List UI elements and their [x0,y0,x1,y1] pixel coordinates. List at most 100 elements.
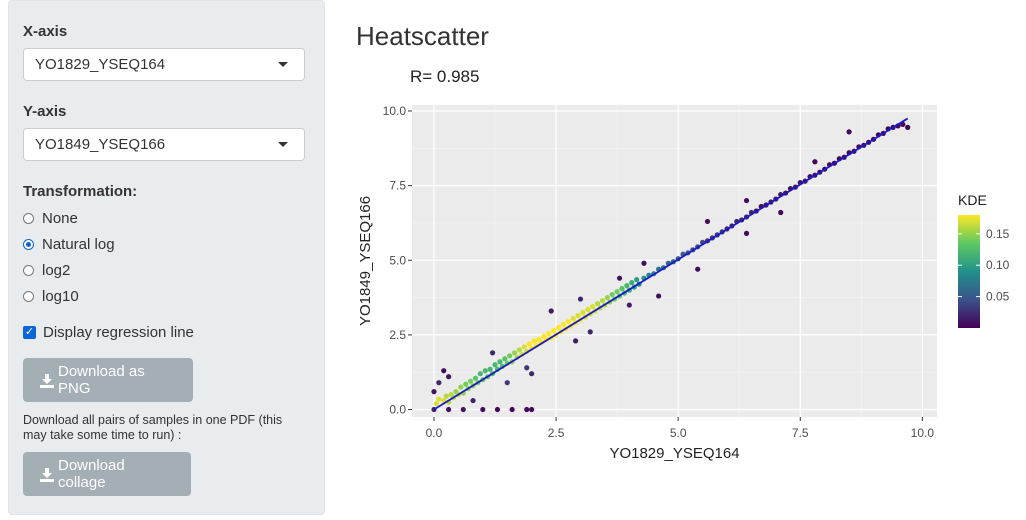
legend-colorbar [958,215,980,328]
scatter-point [494,406,501,413]
radio-option-none[interactable]: None [23,208,78,228]
y-tick-label: 2.5 [389,328,406,342]
scatter-point [529,371,535,377]
scatter-point [480,406,486,413]
scatter-point [846,129,852,135]
correlation-annotation: R= 0.985 [410,67,479,86]
chevron-down-icon [278,142,288,147]
scatter-point [580,309,586,316]
scatter-point [609,291,615,298]
scatter-point [590,303,596,310]
regression-line-label: Display regression line [43,323,194,341]
x-axis-title: YO1829_YSEQ164 [609,445,739,462]
legend-tick-label: 0.05 [986,290,1010,304]
transformation-label: Transformation: [23,183,138,200]
scatter-point [509,406,515,413]
y-axis-select[interactable]: YO1849_YSEQ166 [23,128,305,161]
scatter-point [504,380,510,386]
x-axis-select-value: YO1829_YSEQ164 [35,56,166,73]
scatter-point [616,275,623,281]
y-axis-label: Y-axis [23,103,67,120]
scatter-point [548,308,554,314]
scatter-point [641,260,647,266]
regression-line-checkbox[interactable]: ✓ [23,325,36,339]
scatter-point [441,368,447,374]
radio-button-checked[interactable] [23,238,34,250]
scatter-point [446,374,452,380]
download-icon [39,467,55,482]
scatter-point [526,341,532,347]
scatter-point [460,406,466,413]
regression-line [433,117,909,411]
scatter-point [634,277,640,283]
scatter-point [507,353,513,359]
scatter-point [472,375,479,381]
scatter-point [604,294,610,301]
scatter-point [470,397,476,404]
radio-label: log10 [42,287,79,305]
scatter-point [614,289,620,295]
scatter-point [573,338,579,344]
download-png-label: Download as PNG [58,363,145,397]
scatter-point [436,380,442,386]
legend-tick-label: 0.15 [986,227,1010,241]
radio-button[interactable] [23,264,34,276]
regression-line-layer [433,117,909,411]
y-tick-label: 0.0 [389,403,406,417]
collage-note: Download all pairs of samples in one PDF… [23,413,283,442]
scatter-point [529,406,535,413]
radio-button[interactable] [23,290,34,302]
scatter-point [629,280,635,286]
y-axis-select-value: YO1849_YSEQ166 [35,136,166,153]
y-tick-label: 10.0 [383,104,407,118]
kde-color-legend: KDE 0.05 0.10 0.15 [958,192,1010,328]
download-collage-label: Download collage [58,457,125,491]
radio-option-natural-log[interactable]: Natural log [23,234,115,254]
scatter-point [487,366,493,372]
scatter-point [516,347,523,353]
scatter-point [433,400,440,407]
radio-option-log10[interactable]: log10 [23,286,79,306]
radio-label: None [42,209,78,227]
download-collage-button[interactable]: Download collage [23,452,191,496]
scatter-point [446,406,452,413]
regression-line-checkbox-row[interactable]: ✓ Display regression line [23,322,194,342]
scatter-point [482,368,488,374]
download-png-button[interactable]: Download as PNG [23,358,193,402]
scatter-point [497,359,503,365]
scatter-point [624,283,630,289]
scatter-point [587,329,593,335]
scatter-point [524,365,530,371]
scatter-point [704,218,711,225]
x-tick-label: 7.5 [792,426,809,440]
scatter-point [458,384,464,390]
x-axis-select[interactable]: YO1829_YSEQ164 [23,48,305,81]
x-axis-label: X-axis [23,23,68,40]
y-tick-label: 7.5 [389,179,406,193]
scatter-point [577,296,584,302]
y-tick-label: 5.0 [389,253,406,267]
scatter-point [531,338,537,344]
radio-button[interactable] [23,212,34,224]
heatscatter-plot: R= 0.985 0.0 2.5 5.0 7.5 10.0 0.0 2.5 5.0 7.5 10.… [357,67,1010,462]
scatter-point [463,381,469,387]
y-axis-title: YO1849_YSEQ166 [357,196,374,326]
scatter-point [743,230,750,236]
scatter-point [551,327,557,334]
scatter-point [511,350,518,356]
scatter-point [560,321,566,328]
legend-tick-label: 0.10 [986,258,1010,272]
x-tick-label: 10.0 [911,426,935,440]
chevron-down-icon [278,62,288,67]
scatter-point [431,389,437,395]
scatter-point [743,197,750,204]
x-tick-label: 0.0 [426,426,443,440]
scatter-point [502,356,508,362]
radio-label: Natural log [42,235,115,253]
scatter-point [436,396,442,402]
radio-option-log2[interactable]: log2 [23,260,70,280]
scatter-point [489,350,496,356]
scatter-point [570,315,576,322]
scatter-point [468,378,474,384]
download-icon [39,373,55,388]
